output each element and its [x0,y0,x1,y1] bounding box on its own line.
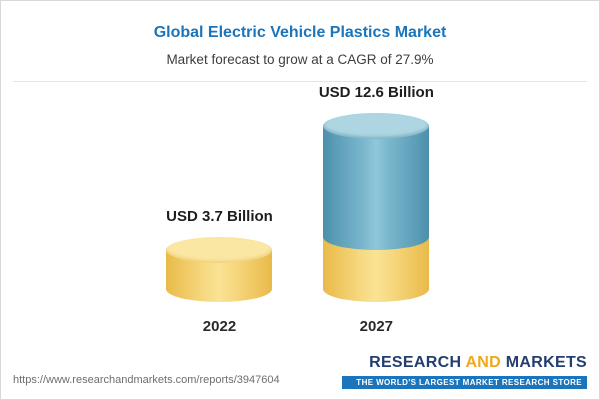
bar-group-2022: USD 3.7 Billion 2022 [166,208,273,335]
year-label-2022: 2022 [202,318,237,335]
brand-tagline: THE WORLD'S LARGEST MARKET RESEARCH STOR… [342,376,587,389]
bar-group-2027: USD 12.6 Billion 2027 [319,84,434,335]
logo-word-markets: MARKETS [501,354,587,371]
cylinder-2027 [323,112,430,302]
chart-subtitle: Market forecast to grow at a CAGR of 27.… [166,52,434,67]
cylinder-top-ellipse-2027 [323,112,430,139]
value-label-2022: USD 3.7 Billion [166,208,273,226]
chart-title: Global Electric Vehicle Plastics Market [153,24,447,41]
logo-word-and: AND [465,354,502,371]
footer: https://www.researchandmarkets.com/repor… [13,354,587,390]
value-label-2027: USD 12.6 Billion [318,83,434,101]
cylinder-body-blue-2027 [323,125,430,251]
brand-logo-text: RESEARCH AND MARKETS [342,354,587,372]
cylinder-2022 [166,237,273,302]
logo-word-research: RESEARCH [369,354,466,371]
brand-logo: RESEARCH AND MARKETS THE WORLD'S LARGEST… [342,354,587,390]
year-label-2027: 2027 [359,318,394,335]
header-divider [13,81,587,82]
cylinder-top-ellipse-2022 [166,237,273,264]
chart-header: Global Electric Vehicle Plastics Market … [1,1,599,67]
chart-area: USD 3.7 Billion 2022 USD 12.6 Billion 20… [1,84,599,335]
source-url-link[interactable]: https://www.researchandmarkets.com/repor… [13,374,280,386]
